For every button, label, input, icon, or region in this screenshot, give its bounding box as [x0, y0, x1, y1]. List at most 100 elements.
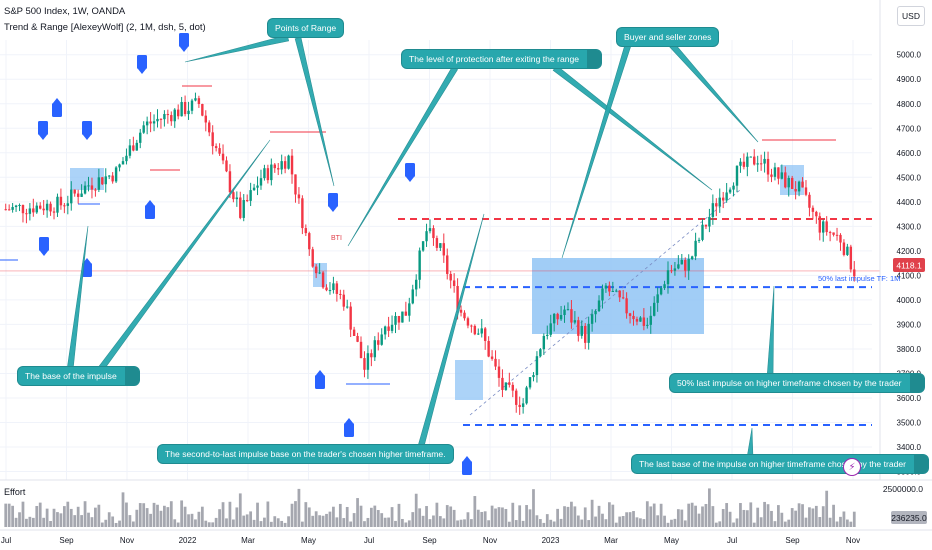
volume-bar: [745, 510, 749, 527]
callout-pointer: [347, 66, 458, 247]
candle-body: [739, 161, 742, 166]
y-tick-label: 4500.0: [897, 173, 922, 182]
candle-body: [822, 221, 825, 233]
volume-bar: [690, 502, 694, 527]
callout-fifty-pct[interactable]: 50% last impulse on higher timeframe cho…: [670, 374, 924, 392]
candle-body: [573, 320, 577, 323]
marker-pointer: [138, 69, 146, 74]
marker-pointer: [146, 200, 154, 205]
x-tick-label: Mar: [604, 536, 618, 545]
candle-body: [11, 207, 14, 210]
volume-bar: [504, 508, 508, 527]
y-tick-label: 5000.0: [897, 51, 922, 60]
volume-bar: [411, 512, 415, 527]
candle-body: [363, 358, 366, 370]
volume-bar: [732, 522, 735, 527]
volume-bar: [49, 521, 52, 527]
volume-bar: [145, 508, 149, 527]
x-tick-label: 2023: [542, 536, 560, 545]
volume-bar: [570, 501, 573, 527]
volume-bar: [494, 508, 497, 527]
candle-body: [121, 161, 125, 165]
x-tick-label: May: [664, 536, 679, 545]
volume-bar: [597, 505, 601, 527]
x-tick-label: May: [301, 536, 316, 545]
candle-body: [677, 264, 680, 269]
currency-button[interactable]: USD: [897, 6, 925, 26]
candle-body: [204, 115, 207, 123]
candle-body: [766, 158, 770, 175]
volume-bar: [176, 522, 180, 527]
volume-bar: [704, 503, 708, 527]
volume-bar: [232, 519, 235, 527]
candle-body: [811, 207, 815, 212]
volume-bar: [780, 512, 784, 527]
volume-bar: [194, 519, 197, 527]
candle-body: [704, 224, 708, 227]
candle-body: [49, 203, 52, 212]
volume-bar: [549, 519, 553, 527]
volume-bar: [473, 496, 477, 527]
volume-bar: [463, 519, 466, 527]
candle-body: [646, 324, 649, 326]
marker-body: [328, 193, 338, 207]
volume-bar: [514, 520, 518, 527]
candle-body: [101, 177, 104, 185]
volume-bar: [670, 519, 673, 527]
volume-bar: [532, 489, 535, 527]
candle-body: [414, 279, 418, 290]
volume-bar: [701, 506, 704, 527]
volume-bar: [69, 508, 73, 527]
volume-bar: [625, 512, 628, 527]
candle-body: [780, 172, 784, 179]
candle-body: [145, 121, 149, 126]
candle-body: [735, 165, 739, 186]
callout-protection-level[interactable]: The level of protection after exiting th…: [402, 50, 602, 68]
candle-body: [197, 98, 201, 105]
candle-body: [335, 283, 339, 294]
volume-bar: [552, 521, 556, 527]
marker-body: [145, 205, 155, 219]
volume-bar: [556, 508, 560, 527]
volume-bar: [187, 514, 190, 527]
candle-body: [566, 309, 570, 311]
candle-body: [749, 156, 753, 158]
volume-bar: [818, 517, 822, 527]
candle-body: [97, 177, 101, 190]
volume-bar: [31, 517, 35, 527]
volume-bar: [756, 507, 760, 527]
volume-bar: [480, 511, 484, 527]
candle-body: [183, 101, 187, 115]
callout-second-last-base[interactable]: The second-to-last impulse base on the t…: [158, 445, 453, 463]
trend-dotted-line: [469, 189, 741, 416]
lightning-icon[interactable]: ⚡: [843, 458, 861, 476]
candle-body: [104, 176, 107, 185]
candle-body: [32, 208, 35, 213]
volume-bar: [304, 502, 308, 527]
candle-body: [239, 197, 242, 218]
marker-body: [179, 33, 189, 47]
volume-bar: [276, 518, 280, 527]
candle-body: [718, 197, 721, 207]
volume-bar: [166, 507, 170, 527]
volume-bar: [828, 517, 832, 527]
y-tick-label: 4100.0: [897, 271, 922, 280]
volume-bar: [604, 519, 608, 527]
volume-bar: [618, 516, 622, 527]
marker-body: [344, 423, 354, 437]
callout-buyer-seller[interactable]: Buyer and seller zones: [617, 28, 719, 46]
candle-body: [308, 233, 311, 250]
volume-bar: [728, 511, 732, 527]
candle-body: [173, 109, 176, 122]
marker-pointer: [345, 418, 353, 423]
callout-last-base[interactable]: The last base of the impulse on higher t…: [632, 455, 929, 473]
candle-body: [439, 243, 442, 248]
volume-bar: [376, 510, 380, 527]
callout-tab: [909, 374, 924, 392]
callout-points-of-range[interactable]: Points of Range: [268, 19, 344, 37]
callout-impulse-base[interactable]: The base of the impulse: [18, 367, 139, 385]
callout-text: Buyer and seller zones: [624, 32, 712, 42]
candle-body: [187, 110, 190, 115]
candle-body: [615, 290, 618, 292]
